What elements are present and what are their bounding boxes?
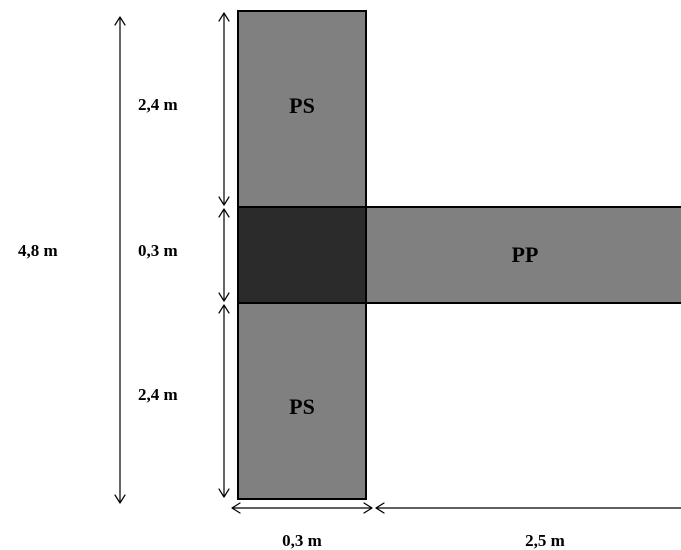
ps-bottom-label: PS (289, 394, 315, 419)
column-width-label: 0,3 m (282, 531, 322, 550)
segment-dimension-bottom (218, 304, 230, 498)
total-height-label: 4,8 m (18, 241, 58, 260)
ps-top-label: PS (289, 93, 315, 118)
middle-segment-label: 0,3 m (138, 241, 178, 260)
secondary-beam-top (237, 10, 367, 208)
pp-label: PP (512, 242, 539, 267)
top-segment-label: 2,4 m (138, 95, 178, 114)
primary-beam (365, 206, 681, 304)
total-height-dimension (114, 16, 126, 504)
beam-length-label: 2,5 m (525, 531, 565, 550)
beam-length-dimension (375, 502, 681, 514)
bottom-segment-label: 2,4 m (138, 385, 178, 404)
segment-dimension-middle (218, 208, 230, 302)
segment-dimension-top (218, 12, 230, 206)
secondary-beam-bottom (237, 302, 367, 500)
column-width-dimension (231, 502, 373, 514)
beam-intersection (237, 206, 367, 304)
